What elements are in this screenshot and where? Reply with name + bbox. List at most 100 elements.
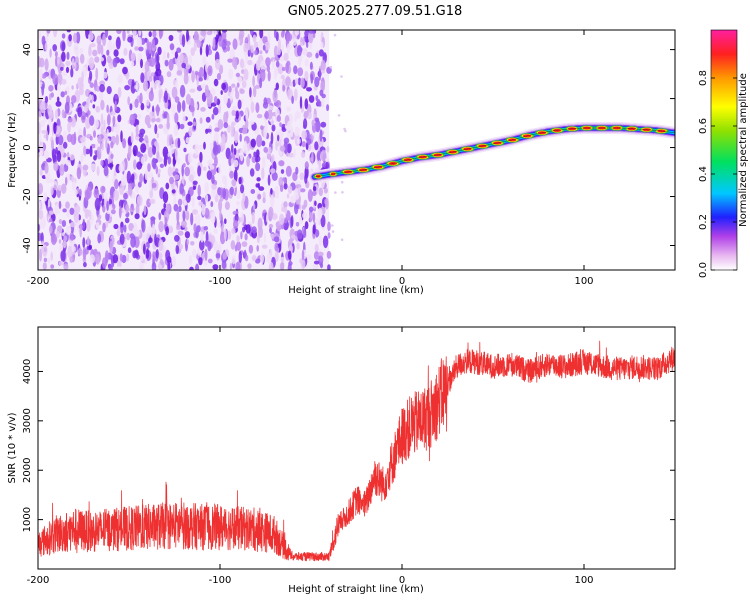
- noise-blob: [175, 244, 180, 255]
- noise-blob: [66, 208, 71, 218]
- noise-blob: [278, 176, 284, 188]
- noise-blob: [132, 227, 137, 234]
- noise-blob: [124, 217, 130, 224]
- noise-blob: [169, 43, 175, 51]
- noise-blob: [189, 266, 194, 270]
- noise-blob: [266, 64, 271, 73]
- noise-blob: [38, 121, 41, 135]
- noise-blob: [262, 44, 266, 51]
- noise-blob: [296, 44, 302, 57]
- noise-blob: [102, 71, 108, 79]
- noise-blob: [59, 62, 65, 69]
- noise-blob: [89, 136, 93, 141]
- noise-blob: [89, 254, 96, 264]
- noise-blob: [161, 261, 165, 269]
- noise-blob: [218, 36, 223, 47]
- noise-blob: [274, 242, 279, 252]
- noise-blob: [176, 224, 181, 231]
- noise-blob: [100, 160, 104, 167]
- noise-blob: [233, 147, 237, 156]
- noise-blob: [65, 159, 71, 166]
- noise-blob: [86, 97, 90, 108]
- noise-blob: [166, 71, 172, 78]
- noise-blob: [238, 217, 241, 224]
- noise-blob: [80, 153, 84, 163]
- noise-blob: [283, 183, 288, 190]
- noise-blob: [315, 52, 319, 59]
- noise-blob: [174, 147, 178, 161]
- noise-blob: [302, 48, 308, 56]
- noise-blob: [63, 163, 69, 172]
- noise-blob: [212, 107, 219, 116]
- noise-blob: [251, 226, 257, 234]
- noise-blob: [273, 45, 279, 58]
- noise-blob: [297, 67, 304, 77]
- noise-blob: [245, 109, 248, 122]
- noise-blob: [163, 202, 166, 209]
- noise-blob: [93, 155, 97, 161]
- noise-blob: [110, 141, 114, 149]
- colorbar: 0.0 0.2 0.4 0.6 0.8 Normalized spectral ampl…: [698, 29, 749, 278]
- noise-blob: [286, 143, 292, 154]
- noise-blob: [260, 69, 266, 82]
- noise-blob: [224, 218, 227, 225]
- colorbar-gradient: [711, 30, 737, 270]
- noise-blob: [50, 139, 55, 150]
- noise-blob: [218, 103, 221, 114]
- noise-blob: [319, 256, 324, 262]
- noise-blob: [327, 221, 331, 232]
- noise-blob: [181, 62, 186, 69]
- noise-blob: [83, 261, 87, 268]
- spectrogram-y-tick-label: 40: [22, 43, 33, 56]
- noise-blob: [136, 36, 142, 48]
- noise-blob: [60, 249, 66, 263]
- noise-blob: [266, 153, 272, 160]
- noise-blob: [89, 82, 95, 88]
- noise-blob: [285, 62, 289, 74]
- noise-blob: [322, 235, 329, 249]
- noise-blob: [294, 30, 300, 36]
- noise-blob: [156, 31, 159, 38]
- noise-blob: [309, 212, 313, 223]
- snr-x-axis-label: Height of straight line (km): [288, 584, 424, 595]
- noise-blob: [88, 56, 95, 70]
- noise-blob: [118, 205, 122, 219]
- noise-blob: [236, 82, 240, 88]
- noise-blob: [154, 233, 157, 246]
- noise-blob: [320, 59, 326, 71]
- noise-blob: [205, 44, 209, 57]
- noise-blob: [218, 199, 223, 212]
- noise-blob: [287, 88, 293, 101]
- noise-blob: [314, 141, 319, 151]
- noise-blob: [261, 244, 268, 249]
- snr-panel: -200 -100 0 100 1000 2000 3000 4000 Height of s…: [7, 326, 676, 595]
- noise-blob: [240, 184, 245, 194]
- spectrogram-x-tick-label: 0: [399, 276, 405, 287]
- noise-blob: [249, 120, 255, 125]
- noise-blob: [278, 160, 285, 167]
- noise-blob: [67, 117, 73, 123]
- noise-blob: [281, 206, 286, 212]
- noise-blob: [259, 50, 263, 55]
- noise-blob: [145, 49, 149, 58]
- noise-blob: [277, 134, 280, 142]
- noise-blob: [101, 186, 105, 191]
- noise-blob: [266, 253, 272, 264]
- noise-blob: [147, 163, 151, 172]
- spectrogram-x-tick-label: -200: [27, 276, 50, 287]
- noise-blob: [39, 94, 43, 101]
- noise-blob: [176, 30, 183, 33]
- noise-blob: [182, 210, 186, 222]
- noise-blob: [217, 119, 224, 130]
- noise-region: [38, 30, 347, 270]
- noise-blob: [58, 219, 63, 224]
- noise-blob: [282, 84, 286, 92]
- noise-blob: [155, 117, 161, 123]
- noise-blob: [210, 201, 214, 208]
- noise-blob: [106, 200, 109, 211]
- noise-blob: [205, 230, 209, 243]
- noise-blob: [197, 248, 201, 256]
- colorbar-tick-label: 0.2: [698, 214, 709, 230]
- noise-blob: [235, 110, 239, 120]
- noise-blob: [57, 134, 64, 146]
